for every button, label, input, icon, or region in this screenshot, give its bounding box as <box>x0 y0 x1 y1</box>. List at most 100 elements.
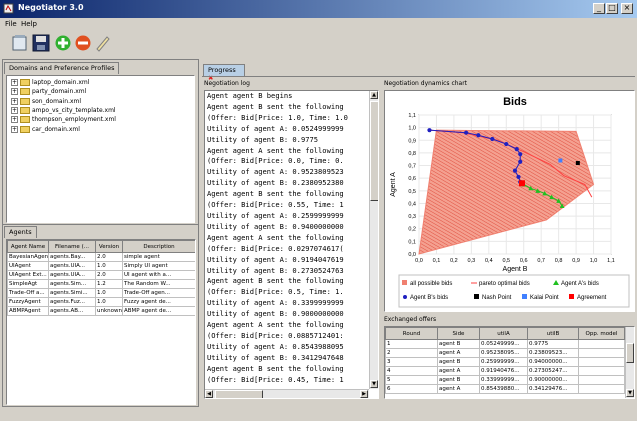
table-cell: 0.23809523... <box>527 348 579 358</box>
log-line: (Offer: Bid[Price: 0.45, Time: 1 <box>207 374 344 384</box>
domain-item[interactable]: + laptop_domain.xml <box>11 79 89 88</box>
table-cell: 0.94000000... <box>527 357 579 367</box>
tab-progress[interactable]: Progress ✖ <box>203 64 245 82</box>
log-line: (Offer: Bid[Price: 0.0, Time: 0. <box>207 156 344 166</box>
offers-scrollbar[interactable]: ▼ <box>625 327 634 398</box>
agent-row[interactable]: Trade-Off a... agents.Simi... 1.0 Trade-Off… <box>7 288 195 298</box>
log-line: Agent agent B sent the following <box>207 101 344 111</box>
offer-row[interactable]: 5 agent B 0.33999999... 0.90000000... <box>385 375 625 385</box>
log-vertical-scrollbar[interactable]: ▲ ▼ <box>369 91 378 389</box>
add-icon[interactable] <box>54 34 72 52</box>
nash-point <box>575 161 580 166</box>
maximize-button[interactable]: □ <box>606 3 618 14</box>
scroll-left-icon[interactable]: ◀ <box>205 390 213 398</box>
domain-item[interactable]: + thompson_employment.xml <box>11 116 116 125</box>
column-header[interactable]: Agent Name <box>7 240 49 253</box>
folder-icon <box>20 97 30 105</box>
offers-title: Exchanged offers <box>384 316 437 323</box>
agent-row[interactable]: ABMPAgent agents.AB... unknown ABMP agent d… <box>7 306 195 316</box>
expand-icon[interactable]: + <box>11 97 18 105</box>
agent-row[interactable]: SimpleAgt agents.Sim... 1.2 The Random W... <box>7 279 195 289</box>
menu-help[interactable]: Help <box>21 20 37 28</box>
agent-b-point <box>518 159 523 164</box>
domain-item-label: party_domain.xml <box>32 88 87 96</box>
close-button[interactable]: × <box>621 3 633 14</box>
log-horizontal-scrollbar[interactable]: ◀ ▶ <box>205 389 369 398</box>
agent-row[interactable]: UIAgent Ext... agents.UIA... 2.0 UI agent w… <box>7 270 195 280</box>
remove-icon[interactable] <box>74 34 92 52</box>
offer-row[interactable]: 1 agent B 0.05249999... 0.9775 <box>385 339 625 349</box>
agent-row[interactable]: UIAgent agents.UIA... 1.0 Simply UI agent <box>7 261 195 271</box>
y-tick-label: 0,7 <box>408 164 416 170</box>
offer-row[interactable]: 2 agent A 0.95238095... 0.23809523... <box>385 348 625 358</box>
table-cell: UIAgent Ext... <box>7 270 49 280</box>
table-cell: 0.33999999... <box>479 375 528 385</box>
column-header[interactable]: utilB <box>527 327 579 340</box>
table-cell: agent A <box>437 348 480 358</box>
log-line: Utility of agent B: 0.9400000000 <box>207 221 344 231</box>
legend-label: Agent A's bids <box>561 281 599 287</box>
offer-row[interactable]: 3 agent B 0.25999999... 0.94000000... <box>385 357 625 367</box>
table-cell: BayesianAgent <box>7 252 49 262</box>
expand-icon[interactable]: + <box>11 106 18 114</box>
agent-b-point <box>516 174 521 180</box>
table-cell <box>578 366 625 376</box>
domain-item[interactable]: + ampo_vs_city_template.xml <box>11 106 116 116</box>
close-tab-icon[interactable]: ✖ <box>208 74 214 82</box>
legend-swatch <box>522 294 527 299</box>
log-line: Utility of agent B: 0.3412947648 <box>207 352 344 362</box>
agent-a-point <box>549 194 555 200</box>
agent-row[interactable]: FuzzyAgent agents.Fuz... 1.0 Fuzzy agent de… <box>7 297 195 307</box>
domain-item[interactable]: + car_domain.xml <box>11 125 80 135</box>
log-scroll-thumb[interactable] <box>370 101 378 201</box>
offers-scroll-down-icon[interactable]: ▼ <box>626 389 634 397</box>
save-icon[interactable] <box>32 34 50 52</box>
expand-icon[interactable]: + <box>11 125 18 133</box>
menu-file[interactable]: File <box>5 20 17 28</box>
table-cell: 1.0 <box>95 288 123 298</box>
table-cell: 0.85439880... <box>479 384 528 394</box>
possible-bids-region <box>418 129 595 255</box>
column-header[interactable]: Filename (... <box>48 240 96 253</box>
log-line: (Offer: Bid[Price: 0.55, Time: 1 <box>207 200 344 210</box>
log-line: Agent agent A sent the following <box>207 320 344 330</box>
edit-icon[interactable] <box>94 34 112 52</box>
minimize-button[interactable]: _ <box>593 3 605 14</box>
table-cell: 0.91940476... <box>479 366 528 376</box>
tab-agents[interactable]: Agents <box>4 226 37 238</box>
log-hscroll-thumb[interactable] <box>215 390 263 398</box>
tab-progress-label: Progress <box>208 66 236 74</box>
table-cell <box>578 357 625 367</box>
scroll-right-icon[interactable]: ▶ <box>360 390 368 398</box>
column-header[interactable]: Version <box>95 240 123 253</box>
window-title: Negotiator 3.0 <box>18 3 84 12</box>
open-icon[interactable] <box>11 34 29 52</box>
column-header[interactable]: Opp. model <box>578 327 625 340</box>
folder-icon <box>20 79 30 86</box>
log-line: Utility of agent B: 0.9000000000 <box>207 309 344 319</box>
domain-item[interactable]: + son_domain.xml <box>11 97 81 107</box>
title-bar: Negotiator 3.0 _ □ × <box>0 0 637 18</box>
column-header[interactable]: utilA <box>479 327 528 340</box>
column-header[interactable]: Description <box>122 240 195 253</box>
column-header[interactable]: Round <box>385 327 438 340</box>
tab-domains[interactable]: Domains and Preference Profiles <box>4 62 120 74</box>
offer-row[interactable]: 4 agent A 0.91940476... 0.27305247... <box>385 366 625 376</box>
offer-row[interactable]: 6 agent A 0.85439880... 0.34129476... <box>385 384 625 394</box>
scroll-up-icon[interactable]: ▲ <box>370 91 378 99</box>
column-header[interactable]: Side <box>437 327 480 340</box>
log-line: (Offer: Bid[Price: 0.5, Time: 1. <box>207 287 344 297</box>
scroll-down-icon[interactable]: ▼ <box>370 380 378 388</box>
offers-scroll-thumb[interactable] <box>626 343 634 363</box>
y-tick-label: 0,2 <box>408 227 416 233</box>
expand-icon[interactable]: + <box>11 116 18 124</box>
log-line: Utility of agent B: 0.9775 <box>207 134 319 144</box>
table-cell: Trade-Off agen... <box>122 288 195 298</box>
x-tick-label: 0,7 <box>537 258 545 264</box>
table-cell: 0.25999999... <box>479 357 528 367</box>
expand-icon[interactable]: + <box>11 88 18 96</box>
domain-item[interactable]: + party_domain.xml <box>11 88 86 97</box>
agent-row[interactable]: BayesianAgent agents.Bay... 2.0 simple agen… <box>7 252 195 262</box>
expand-icon[interactable]: + <box>11 79 18 86</box>
agent-b-point <box>512 168 518 173</box>
